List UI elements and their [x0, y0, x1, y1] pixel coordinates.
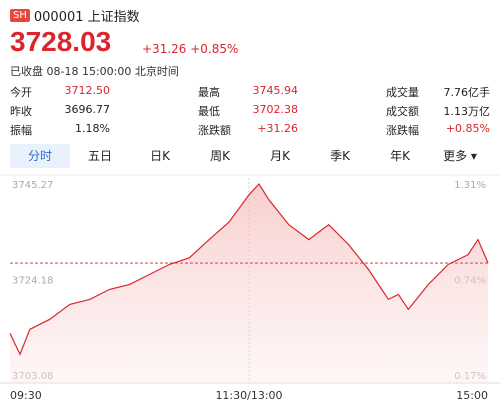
stat-value: 3696.77: [64, 102, 111, 116]
y2-tick-label: 1.31%: [454, 180, 486, 191]
stat-value: 3702.38: [252, 102, 299, 116]
stat: 涨跌额 +31.26: [198, 122, 298, 138]
price: 3728.03: [10, 26, 112, 57]
tab[interactable]: 季K: [330, 149, 350, 163]
stat-label: 最高: [198, 85, 220, 99]
y-tick-label: 3724.18: [12, 275, 53, 286]
stat-label: 涨跌幅: [386, 123, 419, 137]
stat-value: 1.13万亿: [443, 104, 491, 118]
tab[interactable]: 分时: [10, 144, 70, 168]
stat-label: 涨跌额: [198, 123, 231, 137]
stat-label: 今开: [10, 85, 32, 99]
stats: 今开 3712.50 最高 3745.94 成交量 7.76亿手昨收 3696.77 最低 37…: [10, 82, 490, 139]
stat-label: 成交量: [386, 85, 419, 99]
stat-label: 振幅: [10, 123, 32, 137]
stat-value: 7.76亿手: [443, 85, 491, 99]
stat-label: 昨收: [10, 104, 32, 118]
x-tick-label: 09:30: [10, 389, 42, 402]
x-tick-label: 11:30/13:00: [215, 389, 282, 402]
x-tick-label: 15:00: [456, 389, 488, 402]
tab[interactable]: 年K: [390, 149, 410, 163]
stat-value: 1.18%: [75, 121, 110, 135]
stat-value: +31.26: [257, 121, 298, 135]
change-abs: +31.26: [142, 42, 187, 56]
tab[interactable]: 日K: [150, 149, 170, 163]
tab[interactable]: 周K: [210, 149, 230, 163]
stat-value: +0.85%: [445, 121, 490, 135]
title-row: SH 000001 上证指数: [10, 6, 140, 25]
tab[interactable]: 更多 ▾: [443, 149, 477, 163]
stat-label: 最低: [198, 104, 220, 118]
stat-label: 成交额: [386, 104, 419, 118]
tab[interactable]: 五日: [87, 149, 112, 163]
stat: 涨跌幅 +0.85%: [386, 122, 490, 138]
stat-value: 3745.94: [252, 83, 299, 97]
price-line: [9, 183, 489, 356]
y-tick-label: 3745.27: [12, 180, 53, 191]
area: [10, 184, 488, 382]
stat: 振幅 1.18%: [10, 122, 110, 138]
change-pct: +0.85%: [190, 42, 239, 56]
stat-value: 3712.50: [64, 83, 111, 97]
stats-row: 昨收 3696.77 最低 3702.38 成交额 1.13万亿: [10, 101, 490, 120]
stats-row: 今开 3712.50 最高 3745.94 成交量 7.76亿手: [10, 82, 490, 101]
stat: 昨收 3696.77: [10, 103, 110, 119]
stock-name: 000001 上证指数: [33, 10, 140, 25]
change: +31.26 +0.85%: [142, 42, 238, 56]
tab[interactable]: 月K: [270, 149, 290, 163]
stat: 最高 3745.94: [198, 84, 298, 100]
stats-row: 振幅 1.18% 涨跌额 +31.26 涨跌幅 +0.85%: [10, 120, 490, 139]
stat: 最低 3702.38: [198, 103, 298, 119]
stat: 今开 3712.50: [10, 84, 110, 100]
status: 已收盘 08-18 15:00:00 北京时间: [10, 65, 179, 78]
tabs: 分时 五日 日K 周K 月K 季K 年K 更多 ▾: [10, 144, 490, 168]
badge: SH: [10, 9, 30, 22]
stat: 成交量 7.76亿手: [386, 84, 490, 100]
stat: 成交额 1.13万亿: [386, 103, 490, 119]
